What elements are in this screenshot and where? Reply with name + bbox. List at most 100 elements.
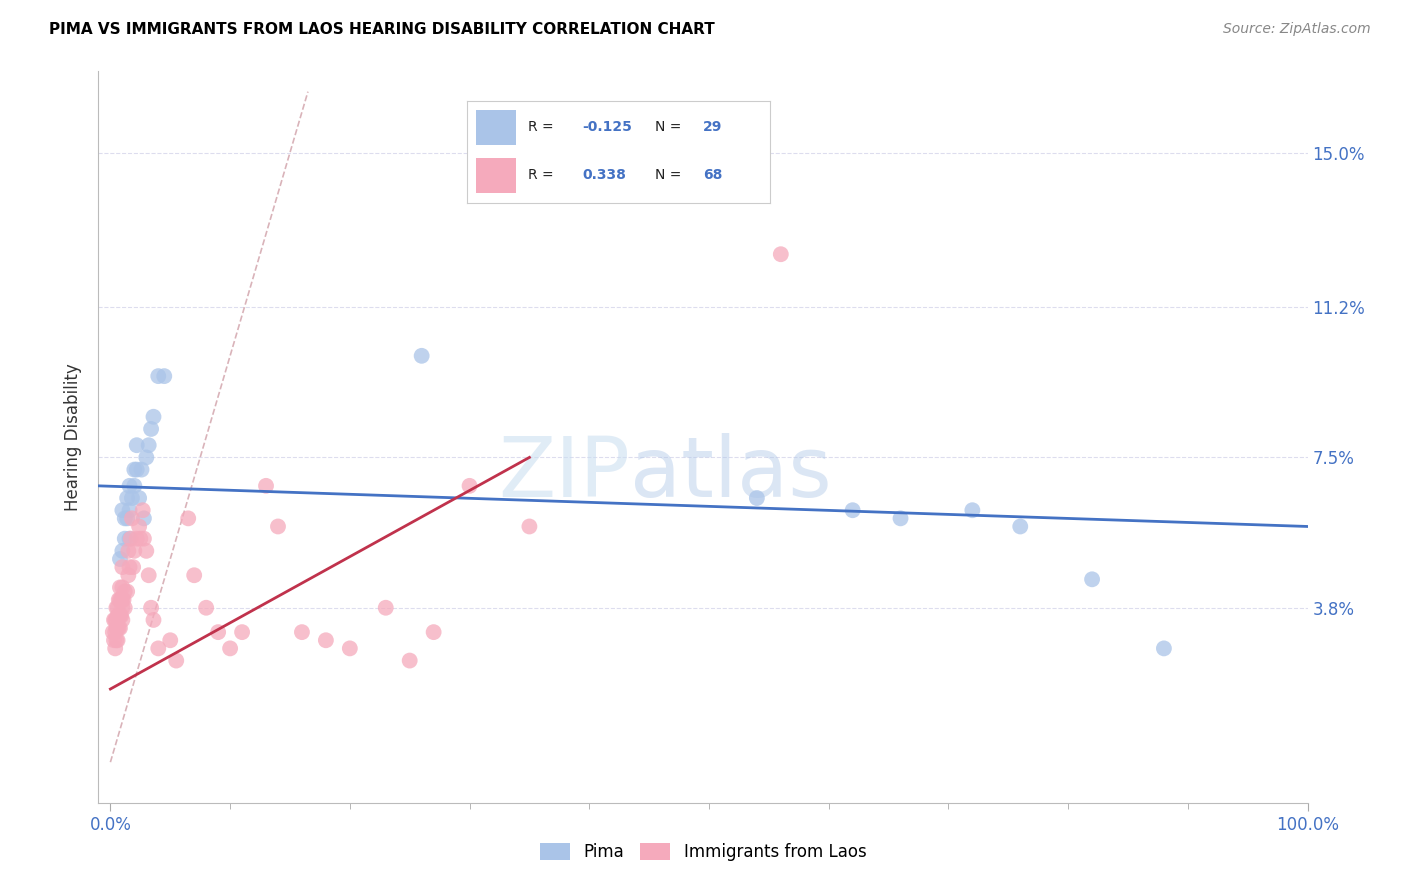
Point — [398, 654, 420, 668]
Point — [124, 479, 146, 493]
Point — [117, 568, 139, 582]
Point — [103, 613, 125, 627]
Point — [105, 621, 128, 635]
Point — [195, 600, 218, 615]
Point — [165, 654, 187, 668]
Point — [125, 438, 148, 452]
Point — [117, 544, 139, 558]
Point — [177, 511, 200, 525]
Point — [110, 592, 132, 607]
Point — [111, 544, 134, 558]
Point — [105, 613, 128, 627]
Point — [107, 608, 129, 623]
Point — [131, 462, 153, 476]
Point — [115, 511, 138, 525]
Point — [889, 511, 911, 525]
Point — [291, 625, 314, 640]
Point — [1153, 641, 1175, 656]
Point — [114, 532, 136, 546]
Point — [111, 581, 134, 595]
Point — [108, 592, 131, 607]
Point — [125, 532, 148, 546]
Point — [128, 519, 150, 533]
Point — [207, 625, 229, 640]
Point — [118, 532, 141, 546]
Point — [121, 511, 143, 525]
Point — [115, 491, 138, 505]
Point — [139, 600, 162, 615]
Point — [111, 600, 134, 615]
Point — [108, 621, 131, 635]
Point — [138, 568, 160, 582]
Point — [124, 544, 146, 558]
Point — [132, 503, 155, 517]
Point — [254, 479, 277, 493]
Point — [115, 584, 138, 599]
Point — [118, 560, 141, 574]
Point — [112, 592, 135, 607]
Point — [128, 491, 150, 505]
Text: Source: ZipAtlas.com: Source: ZipAtlas.com — [1223, 22, 1371, 37]
Text: ZIP: ZIP — [499, 434, 630, 514]
Point — [124, 462, 146, 476]
Point — [114, 511, 136, 525]
Point — [111, 503, 134, 517]
Point — [422, 625, 444, 640]
Point — [107, 600, 129, 615]
Point — [159, 633, 181, 648]
Point — [135, 544, 157, 558]
Point — [107, 592, 129, 607]
Point — [110, 608, 132, 623]
Point — [1081, 572, 1104, 586]
Point — [231, 625, 253, 640]
Point — [114, 584, 136, 599]
Point — [121, 491, 143, 505]
Point — [105, 600, 128, 615]
Point — [107, 621, 129, 635]
Point — [108, 608, 131, 623]
Y-axis label: Hearing Disability: Hearing Disability — [65, 363, 83, 511]
Text: PIMA VS IMMIGRANTS FROM LAOS HEARING DISABILITY CORRELATION CHART: PIMA VS IMMIGRANTS FROM LAOS HEARING DIS… — [49, 22, 716, 37]
Point — [107, 608, 129, 623]
Point — [339, 641, 361, 656]
Point — [132, 511, 155, 525]
Point — [114, 600, 136, 615]
Point — [138, 438, 160, 452]
Point — [104, 625, 127, 640]
Point — [122, 560, 145, 574]
Point — [153, 369, 176, 384]
Point — [219, 641, 242, 656]
Point — [101, 625, 124, 640]
Point — [111, 592, 134, 607]
Point — [118, 503, 141, 517]
Point — [120, 532, 142, 546]
Point — [111, 560, 134, 574]
Point — [745, 491, 768, 505]
Point — [125, 462, 148, 476]
Point — [458, 479, 481, 493]
Point — [183, 568, 205, 582]
Point — [104, 613, 127, 627]
Point — [108, 581, 131, 595]
Point — [132, 532, 155, 546]
Point — [129, 532, 152, 546]
Point — [148, 369, 170, 384]
Point — [1010, 519, 1032, 533]
Point — [104, 641, 127, 656]
Legend: Pima, Immigrants from Laos: Pima, Immigrants from Laos — [533, 836, 873, 868]
Point — [411, 349, 433, 363]
Point — [142, 613, 165, 627]
Point — [103, 633, 125, 648]
Point — [107, 633, 129, 648]
Point — [108, 552, 131, 566]
Point — [105, 633, 128, 648]
Point — [519, 519, 541, 533]
Point — [135, 450, 157, 465]
Point — [962, 503, 984, 517]
Point — [142, 409, 165, 424]
Point — [118, 479, 141, 493]
Point — [374, 600, 396, 615]
Point — [139, 422, 162, 436]
Point — [769, 247, 792, 261]
Point — [841, 503, 863, 517]
